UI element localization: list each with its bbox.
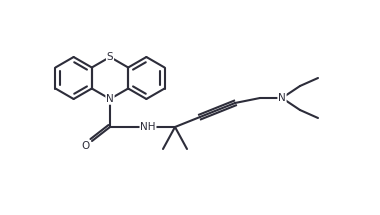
- Text: O: O: [82, 141, 90, 151]
- Text: N: N: [106, 94, 114, 104]
- Text: S: S: [107, 52, 113, 62]
- Text: N: N: [278, 93, 286, 103]
- Text: NH: NH: [140, 122, 156, 132]
